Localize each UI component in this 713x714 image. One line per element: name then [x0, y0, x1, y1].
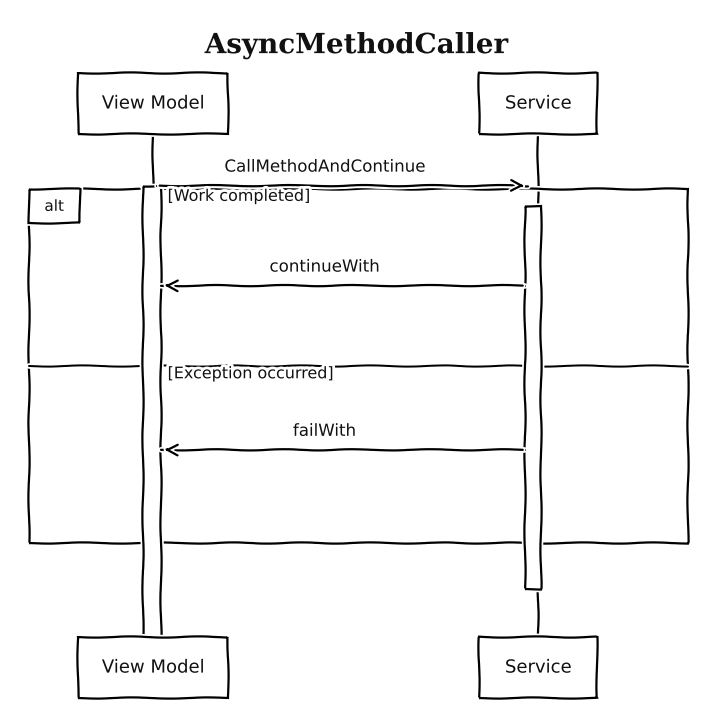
Text: failWith: failWith: [293, 422, 356, 440]
Text: View Model: View Model: [102, 94, 205, 113]
Bar: [78, 74, 228, 134]
Bar: [143, 186, 160, 637]
Bar: [78, 637, 228, 698]
Text: Service: Service: [505, 658, 572, 677]
Text: View Model: View Model: [102, 658, 205, 677]
Bar: [525, 206, 541, 589]
Text: continueWith: continueWith: [270, 258, 379, 276]
Bar: [479, 74, 597, 134]
Bar: [479, 637, 597, 698]
Text: AsyncMethodCaller: AsyncMethodCaller: [205, 32, 508, 59]
Text: [Exception occurred]: [Exception occurred]: [168, 366, 334, 381]
Text: alt: alt: [44, 198, 64, 214]
Text: [Work completed]: [Work completed]: [168, 188, 311, 204]
Text: CallMethodAndContinue: CallMethodAndContinue: [225, 158, 424, 176]
Bar: [29, 189, 80, 223]
Text: Service: Service: [505, 94, 572, 113]
Bar: [29, 189, 688, 543]
